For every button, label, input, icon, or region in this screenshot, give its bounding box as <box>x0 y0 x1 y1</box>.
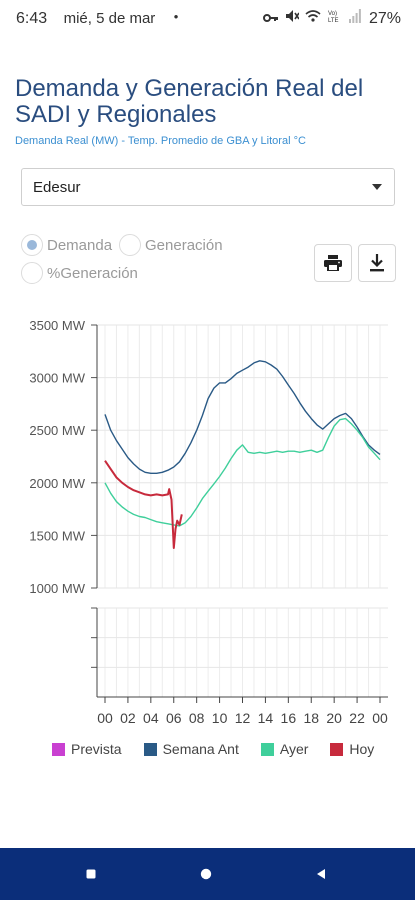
series-line-hoy <box>104 460 183 549</box>
radio-demanda[interactable]: Demanda <box>21 234 112 256</box>
status-time: 6:43 <box>16 10 48 27</box>
x-tick-label: 10 <box>212 710 228 726</box>
back-icon <box>317 869 325 879</box>
demand-chart: 3500 MW 3000 MW 2500 MW 2000 MW 1500 MW 1000 … <box>0 300 415 780</box>
key-icon <box>262 10 279 28</box>
chart-legend: Prevista Semana Ant Ayer Hoy <box>52 740 396 758</box>
x-tick-label: 04 <box>143 710 159 726</box>
demand-chart-svg: 3500 MW 3000 MW 2500 MW 2000 MW 1500 MW 1000 … <box>29 318 388 726</box>
wifi-calling-icon <box>305 9 321 28</box>
x-tick-label: 02 <box>120 710 136 726</box>
x-tick-label: 16 <box>281 710 297 726</box>
status-bar: 6:43 mié, 5 de mar • Vo) LTE 27% <box>0 0 415 34</box>
legend-swatch <box>330 742 344 756</box>
x-tick-label: 20 <box>326 710 342 726</box>
y-tick-label: 3500 MW <box>29 318 85 333</box>
legend-item-ayer[interactable]: Ayer <box>260 741 309 757</box>
legend-item-prevista[interactable]: Prevista <box>52 741 122 757</box>
radio-generacion[interactable]: Generación <box>119 234 223 256</box>
y-tick-label: 1500 MW <box>29 528 85 543</box>
y-tick-label: 3000 MW <box>29 371 85 386</box>
series-line-ayer <box>104 417 381 527</box>
home-button[interactable] <box>191 866 221 882</box>
radio-porcentaje-generacion-label: %Generación <box>47 264 138 282</box>
recents-button[interactable] <box>76 866 106 882</box>
signal-icon <box>348 9 361 28</box>
mute-icon <box>285 9 300 28</box>
download-button[interactable] <box>358 244 396 282</box>
notification-dot: • <box>173 9 179 24</box>
radio-porcentaje-generacion[interactable]: %Generación <box>21 262 138 284</box>
y-tick-label: 2000 MW <box>29 476 85 491</box>
radio-demanda-label: Demanda <box>47 236 113 254</box>
x-tick-label: 00 <box>97 710 113 726</box>
page-title: Demanda y Generación Real del SADI y Reg… <box>15 75 364 128</box>
y-tick-label: 1000 MW <box>29 581 85 596</box>
legend-label: Ayer <box>279 741 309 757</box>
legend-item-semana-ant[interactable]: Semana Ant <box>143 741 239 757</box>
radio-selected-icon <box>21 234 43 256</box>
x-tick-label: 22 <box>349 710 365 726</box>
back-button[interactable] <box>306 866 336 882</box>
svg-text:Vo): Vo) <box>328 11 337 17</box>
mode-radio-group: Demanda Generación %Generación <box>21 233 301 293</box>
legend-swatch <box>260 742 274 756</box>
navigation-bar <box>0 848 415 900</box>
svg-text:LTE: LTE <box>328 18 339 23</box>
x-tick-label: 12 <box>235 710 251 726</box>
series-line-semana-ant <box>104 360 381 474</box>
legend-swatch <box>143 742 157 756</box>
radio-generacion-label: Generación <box>145 236 223 254</box>
print-button[interactable] <box>314 244 352 282</box>
page-subtitle: Demanda Real (MW) - Temp. Promedio de GB… <box>15 135 306 147</box>
print-icon <box>324 255 342 271</box>
volte-icon: Vo) LTE <box>327 9 343 28</box>
chevron-down-icon <box>372 184 382 190</box>
x-tick-label: 08 <box>189 710 205 726</box>
radio-unselected-icon <box>119 234 141 256</box>
radio-unselected-icon <box>21 262 43 284</box>
battery-level: 27% <box>368 9 401 27</box>
download-icon <box>370 254 384 272</box>
x-tick-label: 06 <box>166 710 182 726</box>
home-icon <box>200 868 212 880</box>
legend-label: Prevista <box>71 741 122 757</box>
x-tick-label: 18 <box>303 710 319 726</box>
legend-item-hoy[interactable]: Hoy <box>330 741 374 757</box>
status-date: mié, 5 de mar <box>63 10 156 27</box>
legend-label: Semana Ant <box>162 741 239 757</box>
x-tick-label: 00 <box>372 710 388 726</box>
region-select[interactable]: Edesur <box>21 168 395 206</box>
legend-label: Hoy <box>349 741 375 757</box>
legend-swatch <box>52 742 65 756</box>
y-tick-label: 2500 MW <box>29 423 85 438</box>
recents-icon <box>86 869 96 879</box>
region-select-value: Edesur <box>33 179 81 196</box>
x-tick-label: 14 <box>258 710 274 726</box>
